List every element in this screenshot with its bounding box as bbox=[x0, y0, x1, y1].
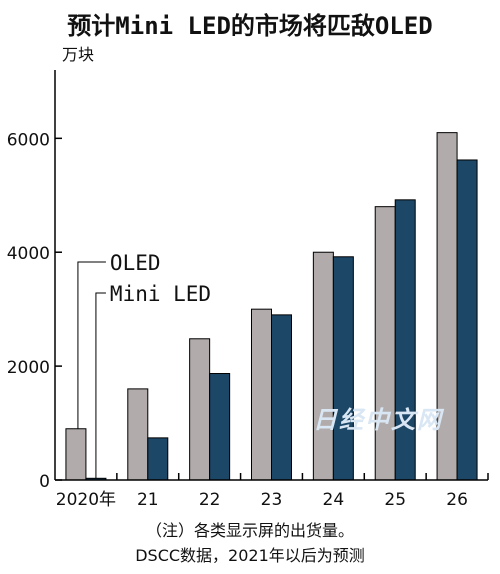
y-tick-label: 6000 bbox=[7, 130, 50, 150]
chart-title: 预计Mini LED的市场将匹敌OLED bbox=[67, 12, 433, 40]
bar-oled-0 bbox=[65, 428, 87, 481]
bar-oled-1 bbox=[127, 388, 149, 481]
bar-miniled-6 bbox=[456, 159, 478, 481]
bar-miniled-3 bbox=[271, 314, 292, 481]
bar-oled-5 bbox=[374, 206, 396, 481]
bar-miniled-4 bbox=[332, 256, 354, 481]
legend-leader-miniled bbox=[95, 292, 106, 479]
x-tick-label: 24 bbox=[323, 490, 345, 510]
legend-miniled: Mini LED bbox=[110, 282, 211, 306]
y-tick-label: 4000 bbox=[7, 244, 50, 264]
y-axis-label: 万块 bbox=[62, 45, 94, 64]
y-tick-label: 2000 bbox=[7, 358, 50, 378]
y-tick-label: 0 bbox=[39, 472, 50, 492]
legend-oled: OLED bbox=[110, 251, 161, 275]
footnote-shipments: （注）各类显示屏的出货量。 bbox=[145, 521, 354, 540]
x-tick-label: 21 bbox=[137, 490, 159, 510]
bar-miniled-1 bbox=[147, 437, 169, 481]
bar-miniled-5 bbox=[394, 199, 416, 481]
footnote-source: DSCC数据，2021年以后为预测 bbox=[135, 546, 365, 565]
bar-miniled-2 bbox=[209, 373, 231, 481]
x-tick-label: 2020年 bbox=[56, 490, 116, 510]
bar-oled-3 bbox=[251, 308, 272, 481]
bar-oled-4 bbox=[312, 251, 334, 481]
bar-oled-2 bbox=[189, 338, 211, 481]
x-tick-label: 22 bbox=[199, 490, 221, 510]
x-tick-label: 23 bbox=[261, 490, 283, 510]
watermark-logo: 日经中文网 bbox=[313, 406, 443, 434]
x-tick-label: 25 bbox=[384, 490, 406, 510]
legend-leader-oled bbox=[77, 261, 106, 429]
x-tick-label: 26 bbox=[446, 490, 468, 510]
